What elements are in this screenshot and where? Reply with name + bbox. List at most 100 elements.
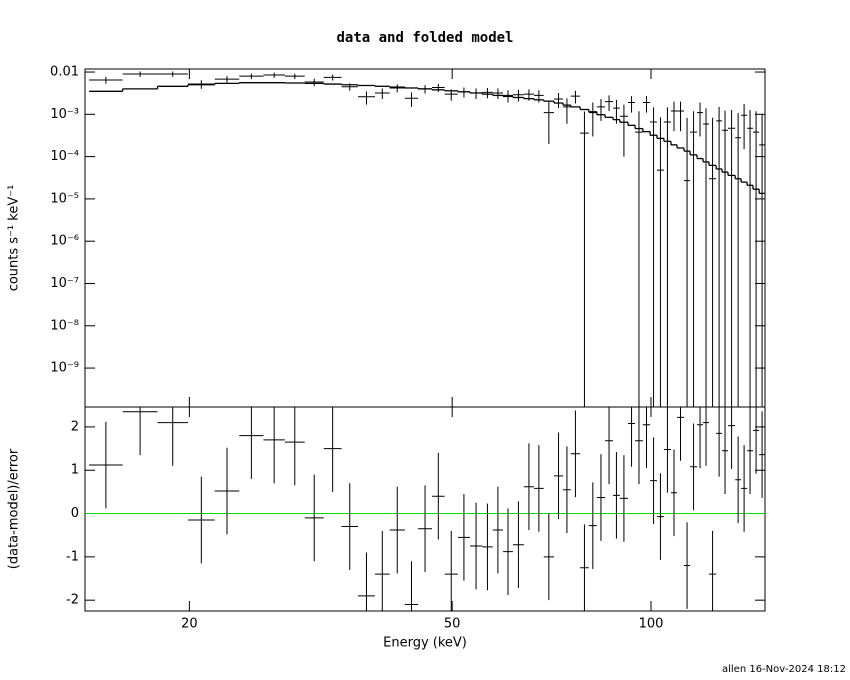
error-bar <box>684 522 691 609</box>
y-tick-label: 10⁻³ <box>50 107 79 122</box>
error-bar <box>656 117 664 407</box>
error-bar <box>404 561 419 611</box>
error-bar <box>389 84 405 93</box>
error-bar <box>635 407 643 485</box>
error-bar <box>239 407 264 479</box>
error-bar <box>157 407 188 466</box>
error-bar <box>703 108 709 407</box>
error-bar <box>389 486 405 574</box>
error-bar <box>323 74 342 81</box>
y-tick-label: 10⁻⁷ <box>50 276 79 291</box>
error-bar <box>605 407 614 485</box>
y-tick-label: 10⁻⁴ <box>50 149 79 164</box>
error-bar <box>735 436 742 524</box>
error-bar <box>747 109 753 407</box>
error-bar <box>656 473 664 560</box>
error-bar <box>663 107 671 407</box>
error-bar <box>716 407 723 477</box>
error-bar <box>697 407 704 469</box>
error-bar <box>492 486 504 574</box>
error-bar <box>596 454 606 541</box>
error-bar <box>512 501 524 589</box>
error-bar <box>619 104 629 157</box>
error-bar <box>635 111 643 407</box>
error-bar <box>728 109 736 407</box>
error-bar <box>444 530 458 611</box>
error-bar <box>444 89 458 101</box>
error-bar <box>418 485 432 573</box>
error-bar <box>716 106 723 407</box>
error-bar <box>122 71 158 77</box>
y-tick-label: 0.01 <box>50 65 79 80</box>
error-bar <box>588 102 597 137</box>
error-bar <box>482 87 493 99</box>
error-bar <box>677 101 685 132</box>
y-tick-label: 2 <box>71 419 79 434</box>
error-bar <box>187 476 215 564</box>
error-bar <box>670 101 678 132</box>
y-tick-label: -2 <box>66 593 79 608</box>
error-bar <box>752 111 760 407</box>
error-bar <box>543 513 554 601</box>
error-bar <box>642 96 651 113</box>
error-bar <box>619 455 629 542</box>
error-bar <box>722 110 729 407</box>
error-bar <box>431 452 445 540</box>
y-tick-label: 10⁻⁵ <box>50 191 79 206</box>
error-bar <box>735 112 742 407</box>
x-tick-label: 100 <box>639 617 664 632</box>
error-bar <box>741 104 748 150</box>
error-bar <box>512 89 524 102</box>
error-bar <box>628 96 636 113</box>
error-bar <box>613 452 620 539</box>
error-bar <box>741 445 748 532</box>
error-bar <box>357 552 375 611</box>
error-bar <box>752 407 760 474</box>
error-bar <box>596 99 606 121</box>
plot-frame <box>84 406 766 612</box>
error-bar <box>759 114 765 407</box>
error-bar <box>563 98 571 124</box>
y-axis-label: counts s⁻¹ keV⁻¹ <box>7 185 22 292</box>
error-bar <box>374 530 390 611</box>
y-tick-label: 0 <box>71 506 79 521</box>
error-bar <box>605 95 614 111</box>
error-bar <box>341 483 358 570</box>
error-bar <box>570 410 581 498</box>
error-bar <box>747 407 753 495</box>
error-bar <box>523 89 534 101</box>
error-bar <box>482 503 493 591</box>
error-bar <box>469 502 483 590</box>
chart-title: data and folded model <box>336 30 513 46</box>
error-bar <box>697 102 704 137</box>
y-tick-label: 10⁻⁶ <box>50 234 79 249</box>
y-tick-label: -1 <box>66 549 79 564</box>
error-bar <box>580 111 589 407</box>
error-bar <box>642 407 651 469</box>
error-bar <box>431 84 445 92</box>
error-bar <box>357 91 375 105</box>
error-bar <box>677 407 685 461</box>
error-bar <box>341 83 358 91</box>
error-bar <box>304 78 324 87</box>
error-bar <box>214 447 240 535</box>
error-bar <box>533 90 544 103</box>
error-bar <box>284 407 305 486</box>
error-bar <box>543 101 554 144</box>
error-bar <box>263 407 285 484</box>
error-bar <box>722 407 729 495</box>
error-bar <box>503 90 513 103</box>
error-bar <box>759 411 765 498</box>
error-bar <box>690 111 698 407</box>
y-tick-label: 10⁻⁹ <box>50 361 79 376</box>
error-bar <box>628 407 636 467</box>
y-tick-label: 1 <box>71 463 79 478</box>
footer: allen 16-Nov-2024 18:12 <box>722 664 846 675</box>
error-bar <box>650 437 657 524</box>
error-bar <box>708 117 717 407</box>
error-bar <box>284 73 305 80</box>
error-bar <box>457 494 470 581</box>
error-bar <box>663 407 671 493</box>
model-risers <box>122 82 760 194</box>
